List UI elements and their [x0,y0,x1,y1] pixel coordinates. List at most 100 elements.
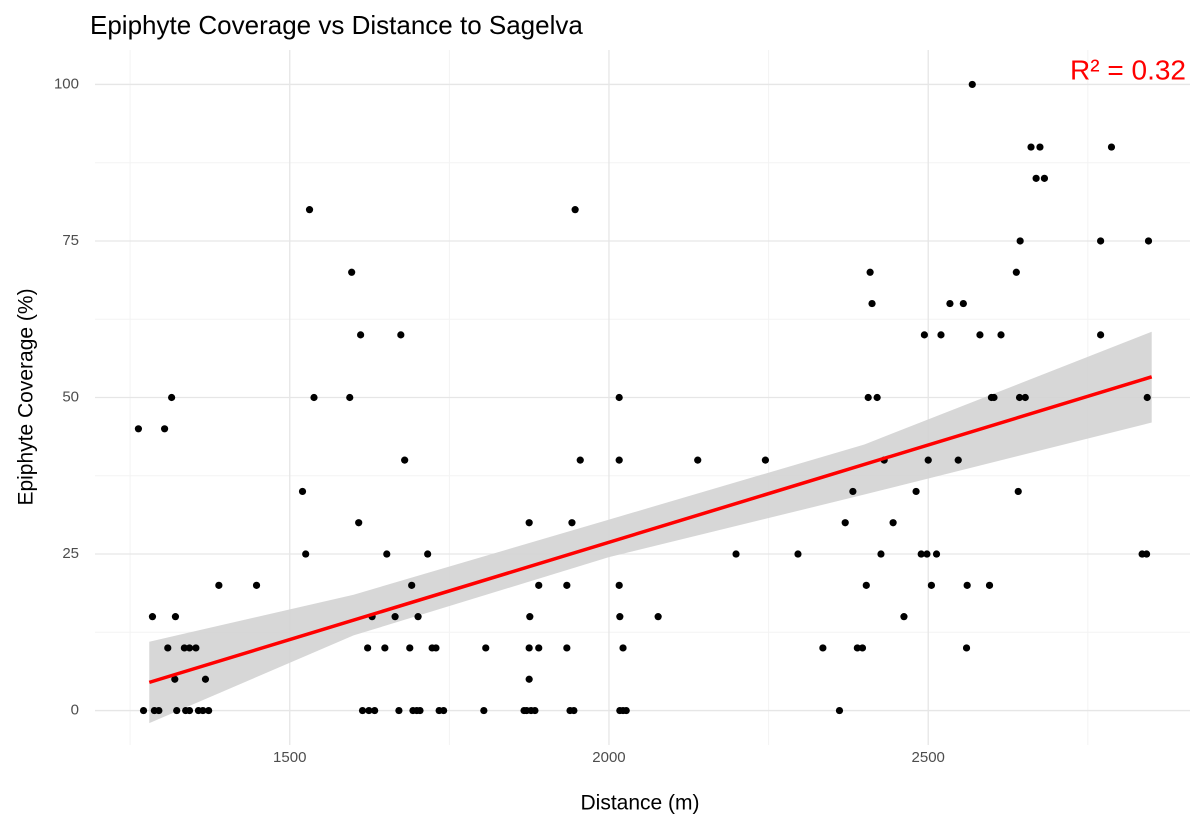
data-point [371,706,379,715]
data-point [927,581,936,589]
data-point [1012,268,1020,276]
data-point [215,581,223,589]
data-point [139,706,148,715]
data-point [962,644,971,652]
data-point [932,550,941,558]
data-point [383,550,391,558]
data-point [160,425,169,433]
x-tick-label: 2000 [592,749,625,766]
data-point [168,393,176,402]
data-point [1036,143,1044,151]
data-point [525,519,533,527]
data-point [835,706,844,715]
data-point [819,644,827,652]
data-point [358,706,367,715]
data-point [917,550,925,558]
data-point [568,519,576,527]
y-axis-title: Epiphyte Coverage (%) [15,288,38,505]
data-point [985,581,994,589]
data-point [482,644,490,652]
data-point [171,675,179,683]
data-point [990,393,998,402]
data-point [185,644,194,652]
data-point [171,613,180,621]
data-point [406,644,414,652]
data-point [615,456,623,464]
data-point [346,393,354,402]
data-point [946,299,954,308]
data-point [531,706,539,715]
data-point [616,613,624,621]
data-point [173,706,181,715]
data-point [571,206,579,214]
data-point [873,393,881,402]
data-point [440,706,448,715]
data-point [1040,174,1049,182]
r-squared-annotation: R² = 0.32 [1070,54,1186,85]
data-point [841,519,849,527]
data-point [348,268,356,276]
y-tick-label: 25 [62,545,79,562]
data-point [199,706,207,715]
data-point [849,487,857,496]
data-point [1014,487,1022,496]
data-point [732,550,740,558]
data-point [381,644,389,652]
data-point [853,644,861,652]
data-point [1032,174,1040,182]
data-point [615,581,623,589]
data-point [864,393,872,402]
data-point [997,331,1005,339]
data-point [201,675,210,683]
data-point [794,550,802,558]
data-point [180,644,188,652]
data-point [205,706,213,715]
data-point [1021,393,1029,402]
data-point [365,706,373,715]
data-point [959,299,967,308]
data-point [1097,331,1105,339]
data-point [185,706,194,715]
data-point [414,613,422,621]
data-point [355,519,363,527]
data-point [923,550,931,558]
x-axis-title: Distance (m) [580,792,699,815]
data-point [395,706,403,715]
data-point [1016,237,1024,245]
y-tick-label: 75 [62,232,79,249]
data-point [357,331,365,339]
data-point [920,331,928,339]
data-point [416,706,424,715]
data-point [954,456,962,464]
data-point [1107,143,1116,151]
data-point [622,706,630,715]
data-point [364,644,372,652]
data-point [866,268,874,276]
data-point [1142,550,1151,558]
data-point [862,581,870,589]
data-point [432,644,440,652]
data-point [535,581,543,589]
data-point [1143,393,1151,402]
data-point [525,644,533,652]
data-point [252,581,261,589]
regression-line [148,375,1153,685]
data-point [976,331,984,339]
data-point [912,487,920,496]
chart-title: Epiphyte Coverage vs Distance to Sagelva [90,10,583,40]
data-point [654,613,662,621]
data-point [310,393,318,402]
data-point [619,644,627,652]
data-point [302,550,310,558]
data-point [694,456,702,464]
data-point [480,706,488,715]
data-point [868,299,876,308]
data-point [937,331,945,339]
data-point [134,425,143,433]
data-point [924,456,932,464]
data-point [424,550,432,558]
data-point [563,644,571,652]
data-point [1015,393,1024,402]
